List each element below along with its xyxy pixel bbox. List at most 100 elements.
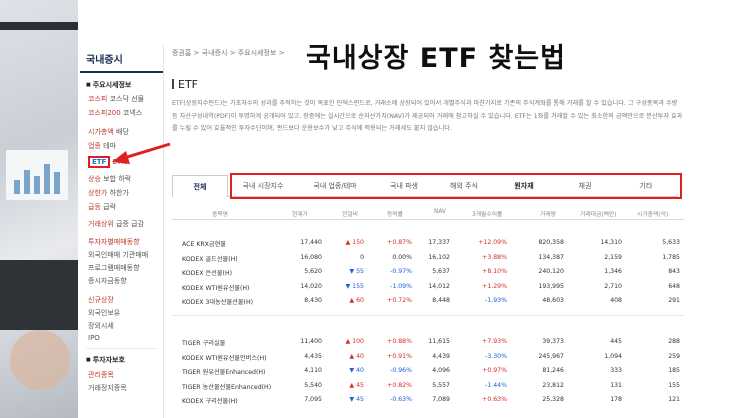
- tab-others[interactable]: 기타: [614, 175, 678, 197]
- sidebar-item-surge[interactable]: 급등: [88, 203, 101, 211]
- sidebar-item-suspended[interactable]: 거래정지종목: [88, 384, 127, 392]
- sidebar-item-kosdaq[interactable]: 코스닥: [109, 95, 129, 103]
- tab-all[interactable]: 전체: [172, 175, 228, 197]
- background-photo: [0, 0, 78, 418]
- cell-rate: +0.87%: [387, 239, 412, 246]
- sidebar: 국내증시 주요시세정보 코스피 코스닥 선물 코스피200 코넥스 시가총액 배…: [80, 45, 164, 418]
- table-row[interactable]: KODEX 은선물(H) 5,620 ▼ 55 -0.97% 5,637 +8.10% 24…: [172, 265, 684, 280]
- etf-name-link[interactable]: ACE KRX금현물: [182, 241, 226, 248]
- etf-name-link[interactable]: TIGER 농산물선물Enhanced(H): [182, 383, 272, 391]
- cell-rate: +0.72%: [387, 297, 412, 305]
- tab-overseas-stock[interactable]: 해외 주식: [436, 175, 492, 197]
- tab-bonds[interactable]: 채권: [556, 175, 614, 197]
- sidebar-item-etf[interactable]: ETF: [88, 156, 111, 168]
- col-nav[interactable]: NAV: [434, 209, 446, 215]
- etf-name-link[interactable]: TIGER 구리실물: [182, 339, 226, 347]
- etf-name-link[interactable]: TIGER 원유선물Enhanced(H): [182, 369, 266, 377]
- table-row[interactable]: KODEX 골드선물(H) 16,080 0 0.00% 16,102 +3.88% 134…: [172, 251, 684, 266]
- cell-cap: 288: [668, 337, 680, 345]
- sidebar-item-top-volume[interactable]: 거래상위: [88, 220, 114, 228]
- sidebar-item-otc[interactable]: 장외시세: [88, 322, 114, 330]
- etf-name-link[interactable]: KODEX WTI원유선물인버스(H): [182, 354, 267, 362]
- cell-price: 4,435: [304, 352, 322, 360]
- cell-amount: 14,310: [600, 239, 622, 246]
- sidebar-item-volume-drop[interactable]: 급감: [131, 220, 145, 228]
- sidebar-item-kospi200[interactable]: 코스피200: [88, 109, 121, 117]
- cell-volume: 134,387: [538, 253, 564, 261]
- cell-cap: 5,633: [662, 239, 680, 246]
- etf-name-link[interactable]: KODEX 구리선물(H): [182, 398, 238, 406]
- cell-nav: 7,089: [432, 396, 450, 404]
- cell-volume: 240,120: [538, 268, 564, 276]
- table-row[interactable]: TIGER 구리실물 11,400 ▲ 100 +0.88% 11,615 +7.93% 3…: [172, 335, 684, 350]
- sidebar-item-fall[interactable]: 하락: [118, 175, 132, 183]
- cell-nav: 11,615: [428, 337, 450, 345]
- cell-r3m: +8.10%: [482, 268, 507, 276]
- col-market-cap[interactable]: 시가총액(억): [637, 212, 669, 218]
- table-row[interactable]: KODEX 구리선물(H) 7,095 ▼ 45 -0.63% 7,089 +0.63% 2…: [172, 393, 684, 408]
- cell-nav: 5,637: [432, 268, 450, 276]
- cell-volume: 25,328: [542, 396, 564, 404]
- tab-domestic-derivatives[interactable]: 국내 파생: [372, 175, 436, 197]
- tab-commodities[interactable]: 원자재: [492, 175, 556, 197]
- col-3m-return[interactable]: 3개월수익률: [472, 212, 503, 218]
- col-price[interactable]: 현재가: [292, 212, 308, 218]
- sidebar-item-flat[interactable]: 보합: [103, 175, 117, 183]
- sidebar-item-lower-limit[interactable]: 하한가: [109, 189, 129, 197]
- sidebar-item-new-listing[interactable]: 신규상장: [88, 296, 114, 304]
- sidebar-item-managed[interactable]: 관리종목: [88, 371, 114, 379]
- cell-cap: 291: [668, 297, 680, 305]
- sidebar-item-ipo[interactable]: IPO: [88, 334, 100, 342]
- sidebar-item-futures[interactable]: 선물: [131, 95, 145, 103]
- col-change[interactable]: 전일비: [342, 212, 358, 218]
- sidebar-item-volume-surge[interactable]: 급증: [116, 220, 129, 228]
- table-row[interactable]: TIGER 원유선물Enhanced(H) 4,110 ▼ 40 -0.96% 4,09…: [172, 364, 684, 379]
- sidebar-item-fund-trend[interactable]: 증시자금동향: [88, 277, 127, 285]
- sidebar-item-kospi[interactable]: 코스피: [88, 95, 108, 103]
- sidebar-item-dividend[interactable]: 배당: [116, 128, 129, 136]
- sidebar-item-market-cap[interactable]: 시가총액: [88, 128, 114, 136]
- sidebar-item-investor-trend[interactable]: 투자자별매매동향: [88, 238, 140, 246]
- sidebar-item-program-trade[interactable]: 프로그램매매동향: [88, 264, 140, 272]
- col-volume[interactable]: 거래량: [540, 212, 556, 218]
- cell-cap: 1,785: [662, 253, 680, 261]
- table-row[interactable]: TIGER 농산물선물Enhanced(H) 5,540 ▲ 45 +0.82% 5,5…: [172, 379, 684, 394]
- cell-rate: +0.91%: [387, 352, 412, 360]
- col-amount[interactable]: 거래대금(백만): [580, 212, 617, 218]
- cell-change: ▼ 45: [349, 396, 364, 404]
- table-row[interactable]: KODEX 3대농산물선물(H) 8,430 ▲ 60 +0.72% 8,448 -1.9…: [172, 294, 684, 309]
- etf-name-link[interactable]: KODEX 은선물(H): [182, 270, 233, 278]
- col-rate[interactable]: 등락률: [387, 212, 403, 218]
- tab-domestic-sector[interactable]: 국내 업종/테마: [298, 175, 372, 197]
- sidebar-item-foreign-trade[interactable]: 외국인매매 기관매매: [88, 251, 149, 259]
- table-row[interactable]: KODEX WTI원유선물(H) 14,020 ▼ 155 -1.09% 14,012 +…: [172, 280, 684, 295]
- cell-price: 4,110: [304, 367, 322, 375]
- cell-volume: 48,603: [542, 297, 564, 305]
- etf-name-link[interactable]: KODEX 골드선물(H): [182, 255, 238, 263]
- etf-description: ETF(상장지수펀드)는 기초자수의 성과를 추적하는 것이 목표인 인덱스펀드…: [172, 100, 683, 132]
- sidebar-item-rise[interactable]: 상승: [88, 175, 101, 183]
- cell-r3m: -3.30%: [485, 352, 507, 360]
- sidebar-item-theme[interactable]: 테마: [103, 142, 117, 150]
- table-header: 종목명 현재가 전일비 등락률 NAV 3개월수익률 거래량 거래대금(백만) …: [172, 205, 684, 220]
- cell-amount: 178: [610, 396, 622, 404]
- col-name[interactable]: 종목명: [212, 212, 228, 218]
- cell-cap: 121: [668, 396, 680, 404]
- cell-price: 5,540: [304, 381, 322, 389]
- sidebar-item-plunge[interactable]: 급락: [103, 203, 117, 211]
- sidebar-item-sector[interactable]: 업종: [88, 142, 101, 150]
- tab-domestic-index[interactable]: 국내 시장지수: [228, 175, 298, 197]
- etf-name-link[interactable]: KODEX WTI원유선물(H): [182, 284, 250, 292]
- cell-cap: 648: [668, 282, 680, 290]
- cell-change: ▲ 60: [349, 297, 364, 305]
- table-row[interactable]: KODEX WTI원유선물인버스(H) 4,435 ▲ 40 +0.91% 4,439 -…: [172, 350, 684, 365]
- tabs-highlight-box: [230, 173, 682, 199]
- table-row[interactable]: ACE KRX금현물 17,440 ▲ 150 +0.87% 17,337 +12.09%…: [172, 236, 684, 251]
- cell-nav: 4,439: [432, 352, 450, 360]
- annotation-arrow-icon: [112, 142, 171, 164]
- sidebar-item-konex[interactable]: 코넥스: [122, 109, 143, 117]
- cell-rate: -0.97%: [390, 268, 412, 276]
- sidebar-item-foreign-holding[interactable]: 외국인보유: [88, 309, 121, 317]
- etf-name-link[interactable]: KODEX 3대농산물선물(H): [182, 299, 254, 307]
- sidebar-item-upper-limit[interactable]: 상한가: [88, 189, 108, 197]
